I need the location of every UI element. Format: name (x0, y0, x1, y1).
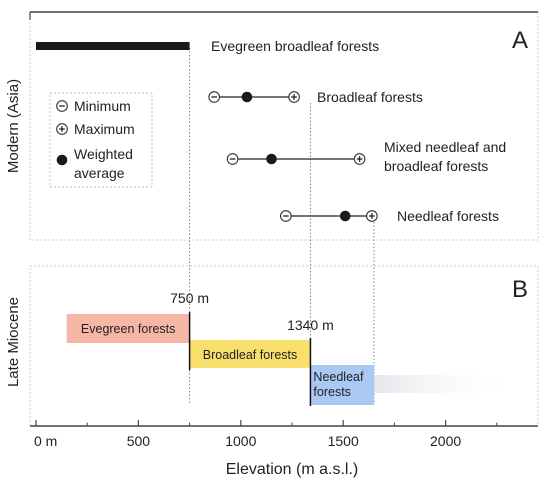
zone-broadleaf (189, 340, 311, 368)
label-evergreen-broadleaf: Evegreen broadleaf forests (211, 38, 379, 54)
legend-max-label: Maximum (74, 121, 135, 137)
zone-label-broadleaf: Broadleaf forests (203, 348, 298, 362)
x-tick-label-0: 0 m (34, 433, 57, 449)
max-marker-3 (366, 210, 378, 222)
series-label-3: Needleaf forests (397, 208, 499, 224)
legend-min-label: Minimum (74, 98, 131, 114)
max-marker-2 (353, 153, 366, 165)
zone-label-needleaf: Needleaf forests (313, 370, 364, 399)
legend-min-icon (56, 100, 68, 112)
panel-a-side-label: Modern (Asia) (5, 79, 22, 173)
boundary-label-750: 750 m (170, 290, 209, 306)
min-marker-3 (280, 210, 292, 222)
x-tick-label-500: 500 (127, 433, 151, 449)
x-tick-label-1500: 1500 (328, 433, 359, 449)
panel-b-side-label: Late Miocene (5, 297, 22, 387)
legend-avg-icon (56, 154, 68, 166)
series-label-2: Mixed needleaf and broadleaf forests (384, 139, 506, 174)
zone-needleaf (310, 365, 374, 405)
avg-marker-3 (339, 210, 351, 222)
x-axis-title: Elevation (m a.s.l.) (226, 461, 358, 478)
panel-letter-b: B (512, 276, 528, 303)
series-label-1: Broadleaf forests (317, 89, 423, 105)
legend-avg-label: Weighted average (74, 146, 133, 181)
bar-evergreen-broadleaf (36, 42, 190, 50)
legend-box (49, 92, 153, 188)
legend-max-icon (56, 123, 68, 135)
zone-label-evergreen: Evegreen forests (81, 322, 176, 336)
zone-fade (373, 375, 518, 393)
zone-evergreen (66, 314, 190, 343)
boundary-label-1340: 1340 m (287, 317, 334, 333)
min-marker-1 (208, 91, 221, 103)
max-marker-1 (288, 91, 300, 103)
x-tick-label-2000: 2000 (430, 433, 461, 449)
min-marker-2 (226, 153, 239, 165)
avg-marker-1 (241, 91, 253, 103)
x-tick-label-1000: 1000 (225, 433, 256, 449)
panel-letter-a: A (512, 27, 528, 54)
avg-marker-2 (266, 153, 277, 165)
